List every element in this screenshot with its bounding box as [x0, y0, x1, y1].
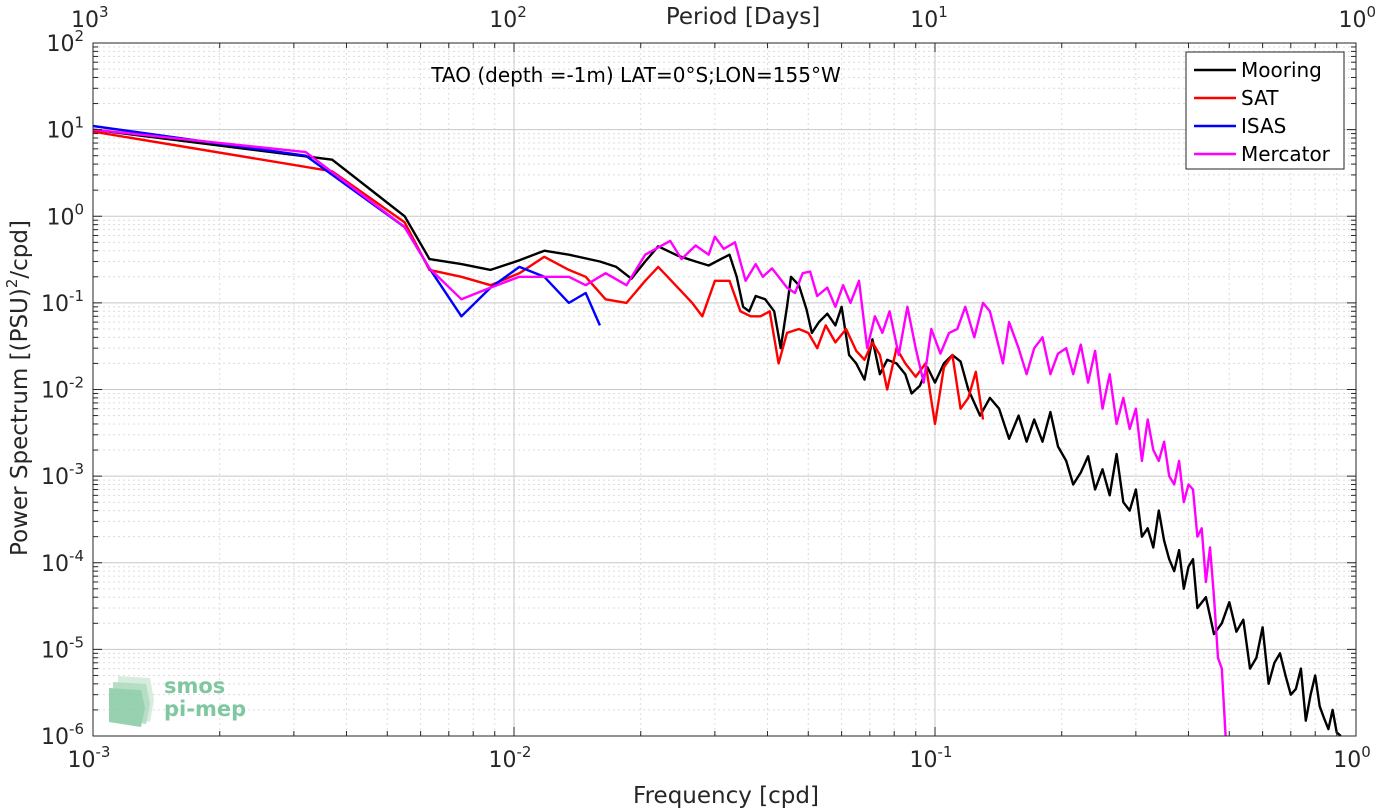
x-tick-label: 100	[1333, 743, 1371, 773]
y-tick-label: 10-3	[41, 460, 84, 490]
x-axis-label: Frequency [cpd]	[633, 783, 819, 809]
chart-title: TAO (depth =-1m) LAT=0°S;LON=155°W	[430, 63, 841, 87]
y-tick-labels: 10-6 10-5 10-4 10-3 10-2 10-1 100 101 102	[41, 27, 84, 750]
y-tick-label: 102	[46, 27, 84, 57]
top-tick-label: 102	[489, 3, 527, 33]
tick-marks	[92, 42, 1357, 737]
series-line-mercator	[92, 128, 1227, 737]
x-tick-labels: 10-3 10-2 10-1 100	[68, 743, 1371, 773]
series-group	[92, 124, 1342, 737]
y-tick-label: 10-5	[41, 633, 84, 663]
top-tick-label: 100	[1338, 3, 1376, 33]
x-tick-label: 10-1	[910, 743, 953, 773]
smos-pi-mep-logo: smos pi-mep	[109, 674, 246, 727]
logo-mark	[109, 676, 154, 727]
y-tick-label: 100	[46, 200, 84, 230]
logo-text-pi-mep: pi-mep	[164, 697, 246, 721]
y-tick-label: 10-6	[41, 720, 84, 750]
top-tick-label: 103	[71, 3, 109, 33]
y-axis-label: Power Spectrum [(PSU)2/cpd]	[3, 220, 33, 556]
major-grid	[92, 42, 1357, 737]
legend-label-isas: ISAS	[1241, 114, 1286, 138]
series-line-sat	[92, 130, 985, 426]
y-tick-label: 101	[46, 114, 84, 144]
x-tick-label: 10-2	[489, 743, 532, 773]
legend-label-sat: SAT	[1241, 86, 1279, 110]
logo-text-smos: smos	[164, 674, 225, 698]
top-tick-label: 101	[910, 3, 948, 33]
legend-label-mooring: Mooring	[1241, 58, 1322, 82]
top-tick-labels: 103 102 101 100	[71, 3, 1376, 33]
legend-label-mercator: Mercator	[1241, 142, 1331, 166]
x-tick-label: 10-3	[68, 743, 111, 773]
legend: Mooring SAT ISAS Mercator	[1185, 51, 1345, 170]
legend-box	[1185, 51, 1345, 170]
top-axis-label: Period [Days]	[666, 4, 820, 30]
y-tick-label: 10-1	[41, 287, 84, 317]
y-axis-label-superscript: 2	[3, 279, 21, 289]
y-tick-label: 10-4	[41, 547, 84, 577]
y-tick-label: 10-2	[41, 374, 84, 404]
series-line-mooring	[92, 128, 1342, 737]
